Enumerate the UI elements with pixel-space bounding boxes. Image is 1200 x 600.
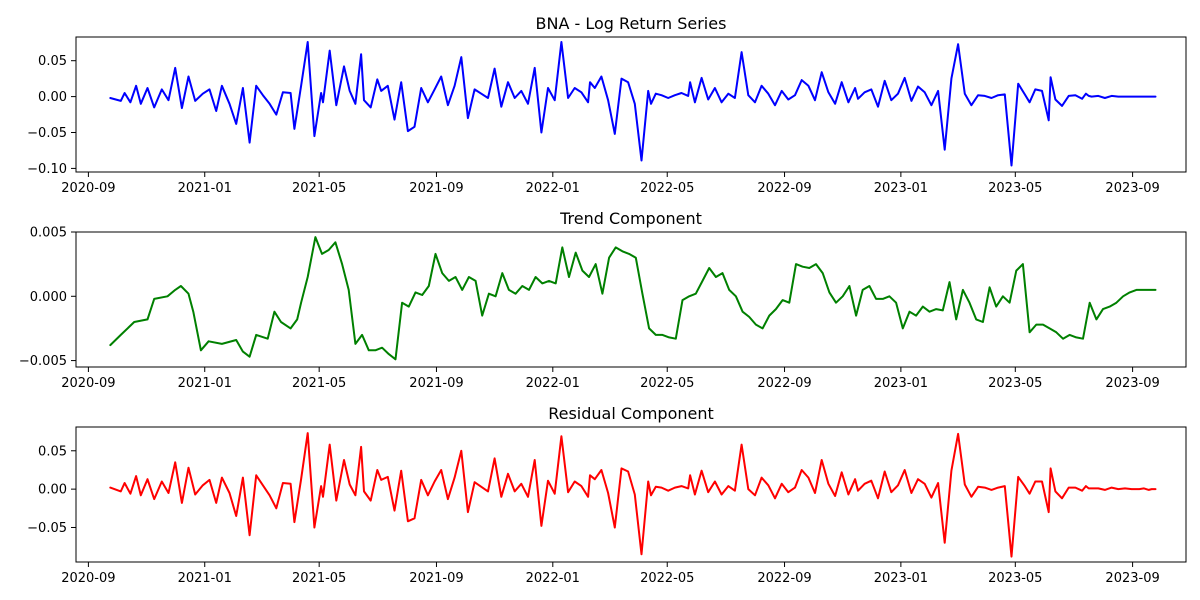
trend-xtick-label: 2021-09 [409, 376, 463, 391]
residual-xtick-label: 2021-05 [292, 571, 346, 586]
trend-xtick-label: 2023-09 [1105, 376, 1159, 391]
log-return-xtick-label: 2023-09 [1105, 181, 1159, 196]
residual-xtick-label: 2023-09 [1105, 571, 1159, 586]
trend-xtick-label: 2023-01 [874, 376, 928, 391]
trend-panel: Trend Component 0.005 0.000 −0.005 2020-09 20… [19, 209, 1187, 391]
trend-ytick-label: 0.005 [30, 226, 67, 241]
residual-ytick-label: 0.00 [38, 483, 67, 498]
trend-plot-frame [75, 231, 1187, 368]
trend-xtick-label: 2022-09 [757, 376, 811, 391]
log-return-xtick-label: 2023-05 [988, 181, 1042, 196]
trend-xtick-label: 2020-09 [61, 376, 115, 391]
residual-ytick-label: 0.05 [38, 444, 67, 459]
residual-panel: Residual Component 0.05 0.00 −0.05 2020-09 20… [27, 404, 1187, 586]
log-return-ytick-label: −0.05 [27, 126, 67, 141]
trend-xtick-label: 2023-05 [988, 376, 1042, 391]
log-return-xtick-label: 2021-01 [178, 181, 232, 196]
trend-ytick-label: 0.000 [30, 290, 67, 305]
trend-xtick-label: 2021-05 [292, 376, 346, 391]
trend-title: Trend Component [559, 209, 702, 228]
residual-plot-frame [75, 426, 1187, 563]
log-return-series-line [109, 41, 1157, 167]
residual-xtick-label: 2022-05 [640, 571, 694, 586]
log-return-ytick-label: 0.00 [38, 90, 67, 105]
log-return-panel: BNA - Log Return Series 0.05 0.00 −0.05 −0.1… [27, 14, 1187, 196]
residual-xtick-label: 2021-09 [409, 571, 463, 586]
log-return-xtick-label: 2022-05 [640, 181, 694, 196]
residual-xtick-label: 2020-09 [61, 571, 115, 586]
residual-xtick-label: 2022-01 [526, 571, 580, 586]
log-return-xtick-label: 2020-09 [61, 181, 115, 196]
residual-xtick-label: 2021-01 [178, 571, 232, 586]
residual-xtick-label: 2023-05 [988, 571, 1042, 586]
log-return-xtick-label: 2023-01 [874, 181, 928, 196]
residual-ytick-label: −0.05 [27, 521, 67, 536]
log-return-ytick-label: −0.10 [27, 162, 67, 177]
residual-title: Residual Component [548, 404, 714, 423]
residual-xtick-label: 2022-09 [757, 571, 811, 586]
log-return-xtick-label: 2022-01 [526, 181, 580, 196]
trend-xtick-label: 2021-01 [178, 376, 232, 391]
log-return-xtick-label: 2021-09 [409, 181, 463, 196]
trend-ytick-label: −0.005 [19, 354, 67, 369]
log-return-title: BNA - Log Return Series [536, 14, 727, 33]
log-return-xtick-label: 2021-05 [292, 181, 346, 196]
trend-xtick-label: 2022-01 [526, 376, 580, 391]
log-return-plot-frame [75, 36, 1187, 173]
log-return-ytick-label: 0.05 [38, 54, 67, 69]
log-return-xtick-label: 2022-09 [757, 181, 811, 196]
trend-series-line [109, 236, 1157, 361]
trend-xtick-label: 2022-05 [640, 376, 694, 391]
residual-xtick-label: 2023-01 [874, 571, 928, 586]
residual-series-line [109, 432, 1157, 558]
